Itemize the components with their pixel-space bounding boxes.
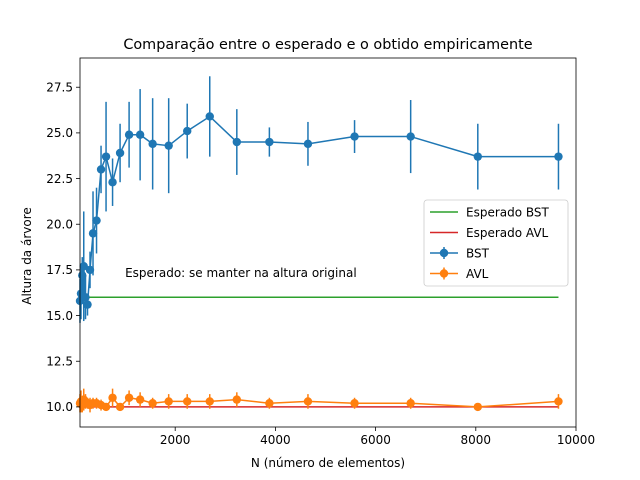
legend-label: Esperado AVL: [466, 226, 549, 240]
data-point: [303, 397, 313, 406]
data-point: [406, 132, 415, 141]
chart-annotation: Esperado: se manter na altura original: [125, 266, 357, 280]
data-point: [83, 300, 92, 309]
legend-marker: [439, 269, 449, 278]
series-avl: [75, 388, 563, 413]
y-tick-label: 12.5: [46, 355, 73, 369]
data-point: [148, 399, 157, 408]
x-tick-label: 8000: [461, 433, 492, 447]
x-tick-label: 10000: [557, 433, 595, 447]
legend-box: [423, 199, 569, 287]
data-point: [232, 137, 242, 147]
y-axis-label: Altura da árvore: [20, 207, 34, 305]
data-point: [473, 152, 483, 161]
x-tick-label: 4000: [260, 433, 291, 447]
data-point: [88, 229, 98, 238]
y-tick-label: 22.5: [46, 172, 73, 186]
data-point: [101, 402, 111, 412]
data-point: [232, 395, 242, 404]
data-point: [79, 262, 88, 271]
data-point: [205, 112, 214, 121]
data-point: [108, 178, 117, 187]
y-axis: 10.0 12.5 15.0 17.5 20.0 22.5 25.0 27.5: [46, 81, 80, 414]
data-series: [75, 76, 563, 413]
x-axis: 2000 4000 6000 8000 10000: [160, 427, 595, 447]
data-point: [115, 148, 125, 158]
data-point: [164, 141, 173, 150]
y-tick-label: 25.0: [46, 126, 73, 140]
legend-entry: Esperado BST: [430, 205, 550, 219]
y-tick-label: 10.0: [46, 400, 73, 414]
data-point: [350, 399, 359, 408]
x-tick-label: 2000: [160, 433, 191, 447]
data-point: [265, 399, 274, 408]
y-tick-label: 27.5: [46, 81, 73, 95]
y-tick-label: 17.5: [46, 263, 73, 277]
x-tick-label: 6000: [360, 433, 391, 447]
data-point: [350, 132, 359, 141]
data-point: [473, 402, 483, 412]
data-point: [205, 397, 214, 406]
data-point: [85, 265, 95, 275]
legend-marker: [439, 248, 449, 258]
data-point: [78, 271, 87, 280]
data-point: [135, 395, 145, 404]
data-point: [92, 216, 101, 225]
data-point: [115, 402, 125, 412]
legend-entry: BST: [430, 246, 490, 260]
legend-label: AVL: [466, 267, 489, 281]
data-point: [183, 397, 192, 406]
data-point: [108, 393, 117, 402]
chart-title: Comparação entre o esperado e o obtido e…: [123, 37, 532, 53]
data-point: [303, 139, 313, 149]
legend-label: BST: [466, 246, 490, 260]
x-axis-label: N (número de elementos): [251, 456, 405, 470]
data-point: [96, 165, 106, 174]
legend-entry: AVL: [430, 267, 489, 281]
data-point: [124, 393, 134, 402]
legend: Esperado BST Esperado AVL BST AVL: [423, 199, 569, 287]
y-tick-label: 15.0: [46, 309, 73, 323]
data-point: [183, 126, 192, 136]
data-point: [148, 139, 157, 149]
data-point: [406, 399, 415, 408]
plot-border: [79, 57, 577, 428]
y-tick-label: 20.0: [46, 218, 73, 232]
data-point: [101, 152, 111, 161]
data-point: [81, 293, 90, 302]
data-point: [124, 130, 134, 139]
legend-entry: Esperado AVL: [430, 226, 549, 240]
data-point: [164, 397, 173, 406]
data-point: [265, 137, 274, 147]
legend-label: Esperado BST: [466, 205, 550, 219]
data-point: [554, 152, 563, 161]
data-point: [554, 397, 563, 406]
data-point: [135, 130, 145, 139]
